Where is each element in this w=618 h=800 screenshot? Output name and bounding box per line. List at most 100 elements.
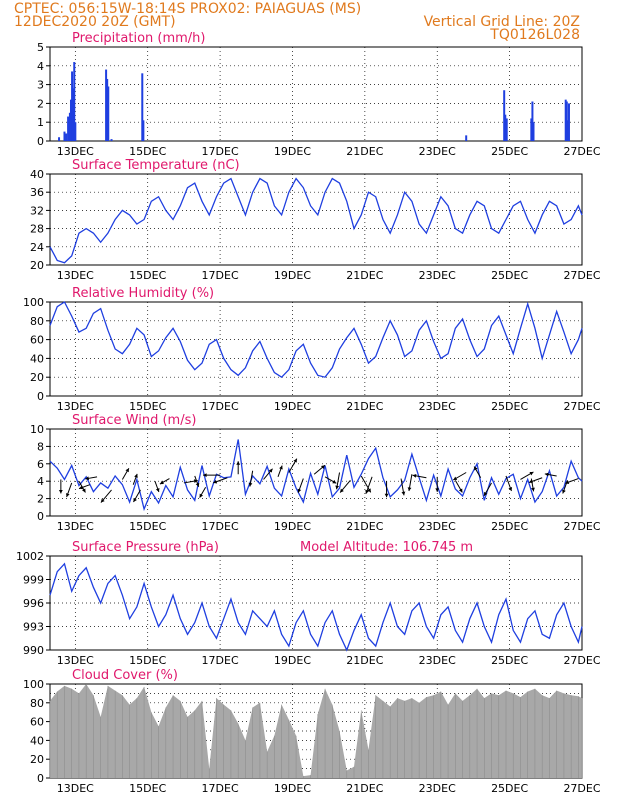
y-tick-label: 100 xyxy=(23,678,44,691)
wind-arrow-head xyxy=(531,487,535,492)
wind-arrow-head xyxy=(508,487,513,492)
x-tick-label: 23DEC xyxy=(419,520,456,533)
x-tick-label: 25DEC xyxy=(491,782,528,795)
x-tick-label: 27DEC xyxy=(563,145,600,158)
panel-pressure: 990 993 996 999 1002 13DEC 15DEC 17DEC 19DEC 21DE… xyxy=(16,540,601,667)
wind-arrow xyxy=(452,472,467,481)
x-tick-label: 23DEC xyxy=(419,400,456,413)
y-tick-label: 0 xyxy=(37,510,44,523)
x-tick-label: 25DEC xyxy=(491,654,528,667)
wind-arrow-head xyxy=(203,473,207,478)
precip-bar xyxy=(65,133,68,141)
wind-arrow xyxy=(520,471,534,480)
y-tick-label: 20 xyxy=(30,371,44,384)
y-tick-label: 24 xyxy=(30,241,44,254)
wind-arrow-head xyxy=(279,465,283,470)
panel-title: Precipitation (mm/h) xyxy=(72,31,205,46)
precip-bar xyxy=(107,86,110,141)
y-tick-label: 80 xyxy=(30,315,44,328)
panel-humidity: 0 20 40 60 80 100 13DEC 15DEC 17DEC 19DEC 21DEC 23D… xyxy=(23,286,601,413)
y-tick-label: 999 xyxy=(23,574,44,587)
wind-arrow xyxy=(483,482,492,497)
wind-arrow-head xyxy=(565,480,570,484)
panel-title: Surface Pressure (hPa) xyxy=(72,540,219,555)
wind-arrow-head xyxy=(134,473,138,478)
precip-bar xyxy=(73,62,76,141)
wind-arrow xyxy=(335,472,341,490)
y-tick-label: 80 xyxy=(30,697,44,710)
wind-arrow-head xyxy=(193,479,198,484)
x-tick-label: 21DEC xyxy=(346,782,383,795)
wind-arrow xyxy=(132,473,138,485)
wind-arrow xyxy=(339,480,351,493)
wind-arrow xyxy=(365,476,373,494)
x-tick-label: 15DEC xyxy=(129,782,166,795)
wind-arrow-head xyxy=(458,488,463,493)
x-tick-label: 13DEC xyxy=(57,145,94,158)
wind-arrow xyxy=(407,474,413,492)
wind-arrow xyxy=(58,479,63,494)
wind-arrow-head xyxy=(213,479,218,484)
wind-arrow-head xyxy=(529,471,534,476)
x-tick-label: 25DEC xyxy=(491,269,528,282)
wind-arrow xyxy=(277,465,283,478)
precip-bar xyxy=(530,118,533,141)
precip-bar xyxy=(465,135,468,141)
precip-bar xyxy=(532,122,535,141)
panel-cloud-cover: 0 20 40 60 80 100 13DEC 15DEC 17DEC 19DEC 21DEC 23D… xyxy=(23,668,601,795)
wind-arrow-head xyxy=(297,488,302,493)
x-tick-label: 27DEC xyxy=(563,654,600,667)
panel-frame xyxy=(49,301,583,397)
panel-title: Relative Humidity (%) xyxy=(72,286,214,301)
y-tick-label: 36 xyxy=(30,186,44,199)
wind-arrow xyxy=(154,481,160,493)
wind-arrow xyxy=(133,489,141,503)
precip-bar xyxy=(71,71,74,141)
x-tick-label: 27DEC xyxy=(563,400,600,413)
y-tick-label: 0 xyxy=(37,135,44,148)
panel-frame xyxy=(49,428,583,517)
y-tick-label: 4 xyxy=(37,60,44,73)
wind-arrow xyxy=(528,477,543,484)
wind-arrow-head xyxy=(79,485,83,490)
x-tick-label: 13DEC xyxy=(57,654,94,667)
x-tick-label: 25DEC xyxy=(491,400,528,413)
precip-bar xyxy=(566,120,569,141)
x-tick-label: 17DEC xyxy=(202,400,239,413)
wind-arrow-head xyxy=(562,489,566,494)
y-tick-label: 60 xyxy=(30,334,44,347)
panel-temperature: 20 24 28 32 36 40 13DEC 15DEC 17DEC 19DEC 21DEC 23D… xyxy=(30,158,601,282)
x-tick-label: 15DEC xyxy=(129,520,166,533)
wind-arrow xyxy=(297,478,304,493)
y-tick-label: 100 xyxy=(23,296,44,309)
y-tick-label: 2 xyxy=(37,493,44,506)
y-tick-label: 20 xyxy=(30,259,44,272)
precip-bar xyxy=(505,118,508,141)
precip-bar xyxy=(141,73,144,141)
wind-arrow-head xyxy=(248,482,253,487)
precip-bar xyxy=(72,88,75,141)
x-tick-label: 17DEC xyxy=(202,654,239,667)
wind-arrow-head xyxy=(65,493,70,498)
pressure-line xyxy=(49,562,583,652)
wind-arrow xyxy=(183,479,198,484)
precip-bar xyxy=(567,103,570,141)
wind-arrow-head xyxy=(412,474,417,478)
y-tick-label: 996 xyxy=(23,597,44,610)
x-tick-label: 15DEC xyxy=(129,145,166,158)
x-tick-label: 21DEC xyxy=(346,520,383,533)
wind-arrow-head xyxy=(58,489,63,494)
wind-arrow-head xyxy=(365,489,369,494)
x-tick-label: 21DEC xyxy=(346,145,383,158)
x-tick-label: 17DEC xyxy=(202,145,239,158)
wind-arrow-head xyxy=(529,479,533,484)
wind-arrow xyxy=(85,476,98,481)
panel-precipitation: 0 1 2 3 4 5 13DEC 15DEC 17DEC 19DEC 21DEC 23DEC 25DE… xyxy=(37,31,601,158)
humidity-line xyxy=(49,301,583,379)
wind-arrow-head xyxy=(332,479,337,484)
y-tick-label: 1002 xyxy=(16,550,44,563)
wind-arrow-head xyxy=(293,458,297,463)
wind-arrow xyxy=(400,478,406,496)
precip-bar xyxy=(142,120,145,141)
x-tick-label: 13DEC xyxy=(57,520,94,533)
